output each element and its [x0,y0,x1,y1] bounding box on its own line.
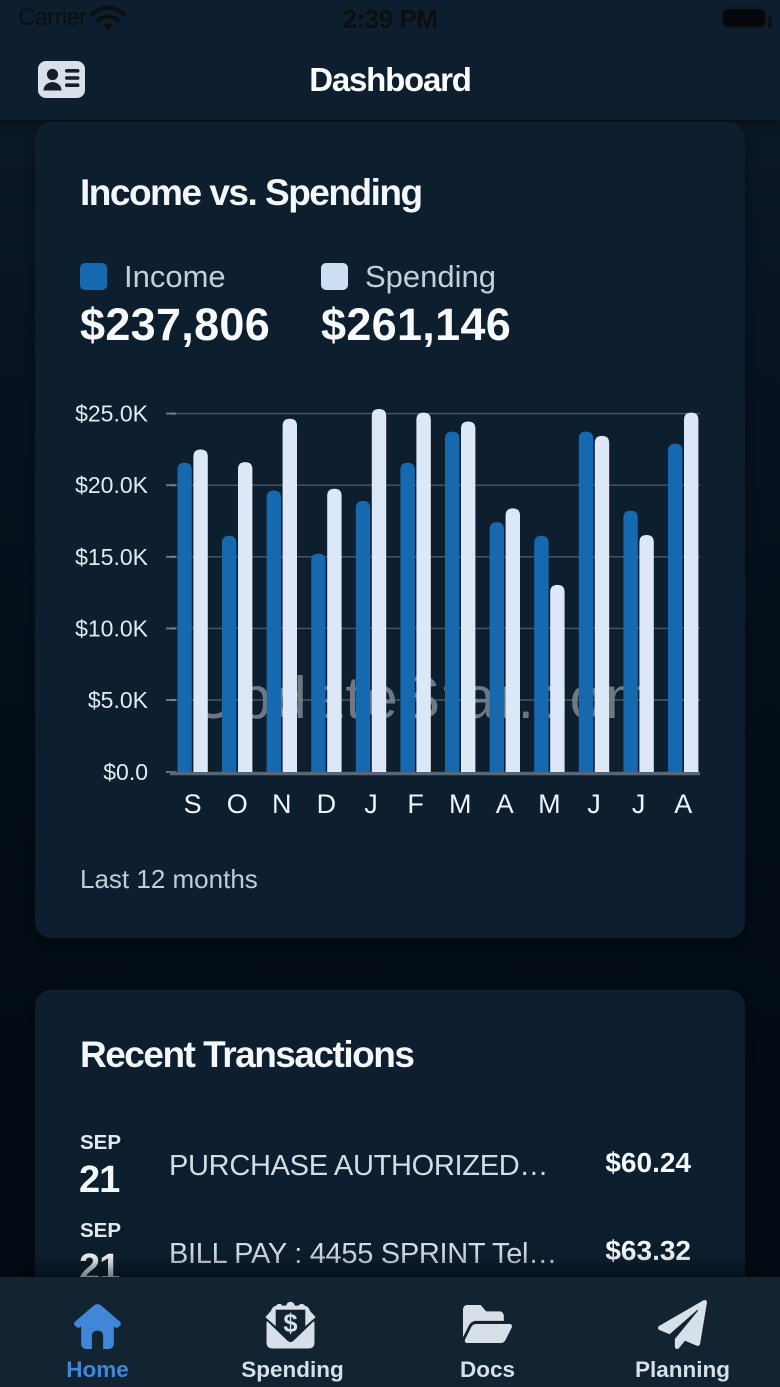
svg-text:A: A [674,789,692,819]
svg-text:F: F [407,789,424,819]
svg-text:M: M [449,789,472,819]
svg-text:O: O [227,789,248,819]
svg-text:J: J [364,789,378,819]
svg-text:N: N [272,789,292,819]
svg-text:$0.0: $0.0 [103,759,148,785]
svg-text:D: D [317,789,337,819]
svg-text:$20.0K: $20.0K [75,472,149,498]
svg-text:$15.0K: $15.0K [75,544,149,570]
svg-text:$: $ [283,1310,297,1338]
svg-text:A: A [496,789,514,819]
svg-text:M: M [538,789,561,819]
svg-text:J: J [587,789,601,819]
svg-text:$10.0K: $10.0K [75,615,149,641]
svg-text:$5.0K: $5.0K [88,687,149,713]
svg-text:J: J [632,789,646,819]
svg-text:S: S [184,789,202,819]
svg-text:$25.0K: $25.0K [75,401,149,427]
